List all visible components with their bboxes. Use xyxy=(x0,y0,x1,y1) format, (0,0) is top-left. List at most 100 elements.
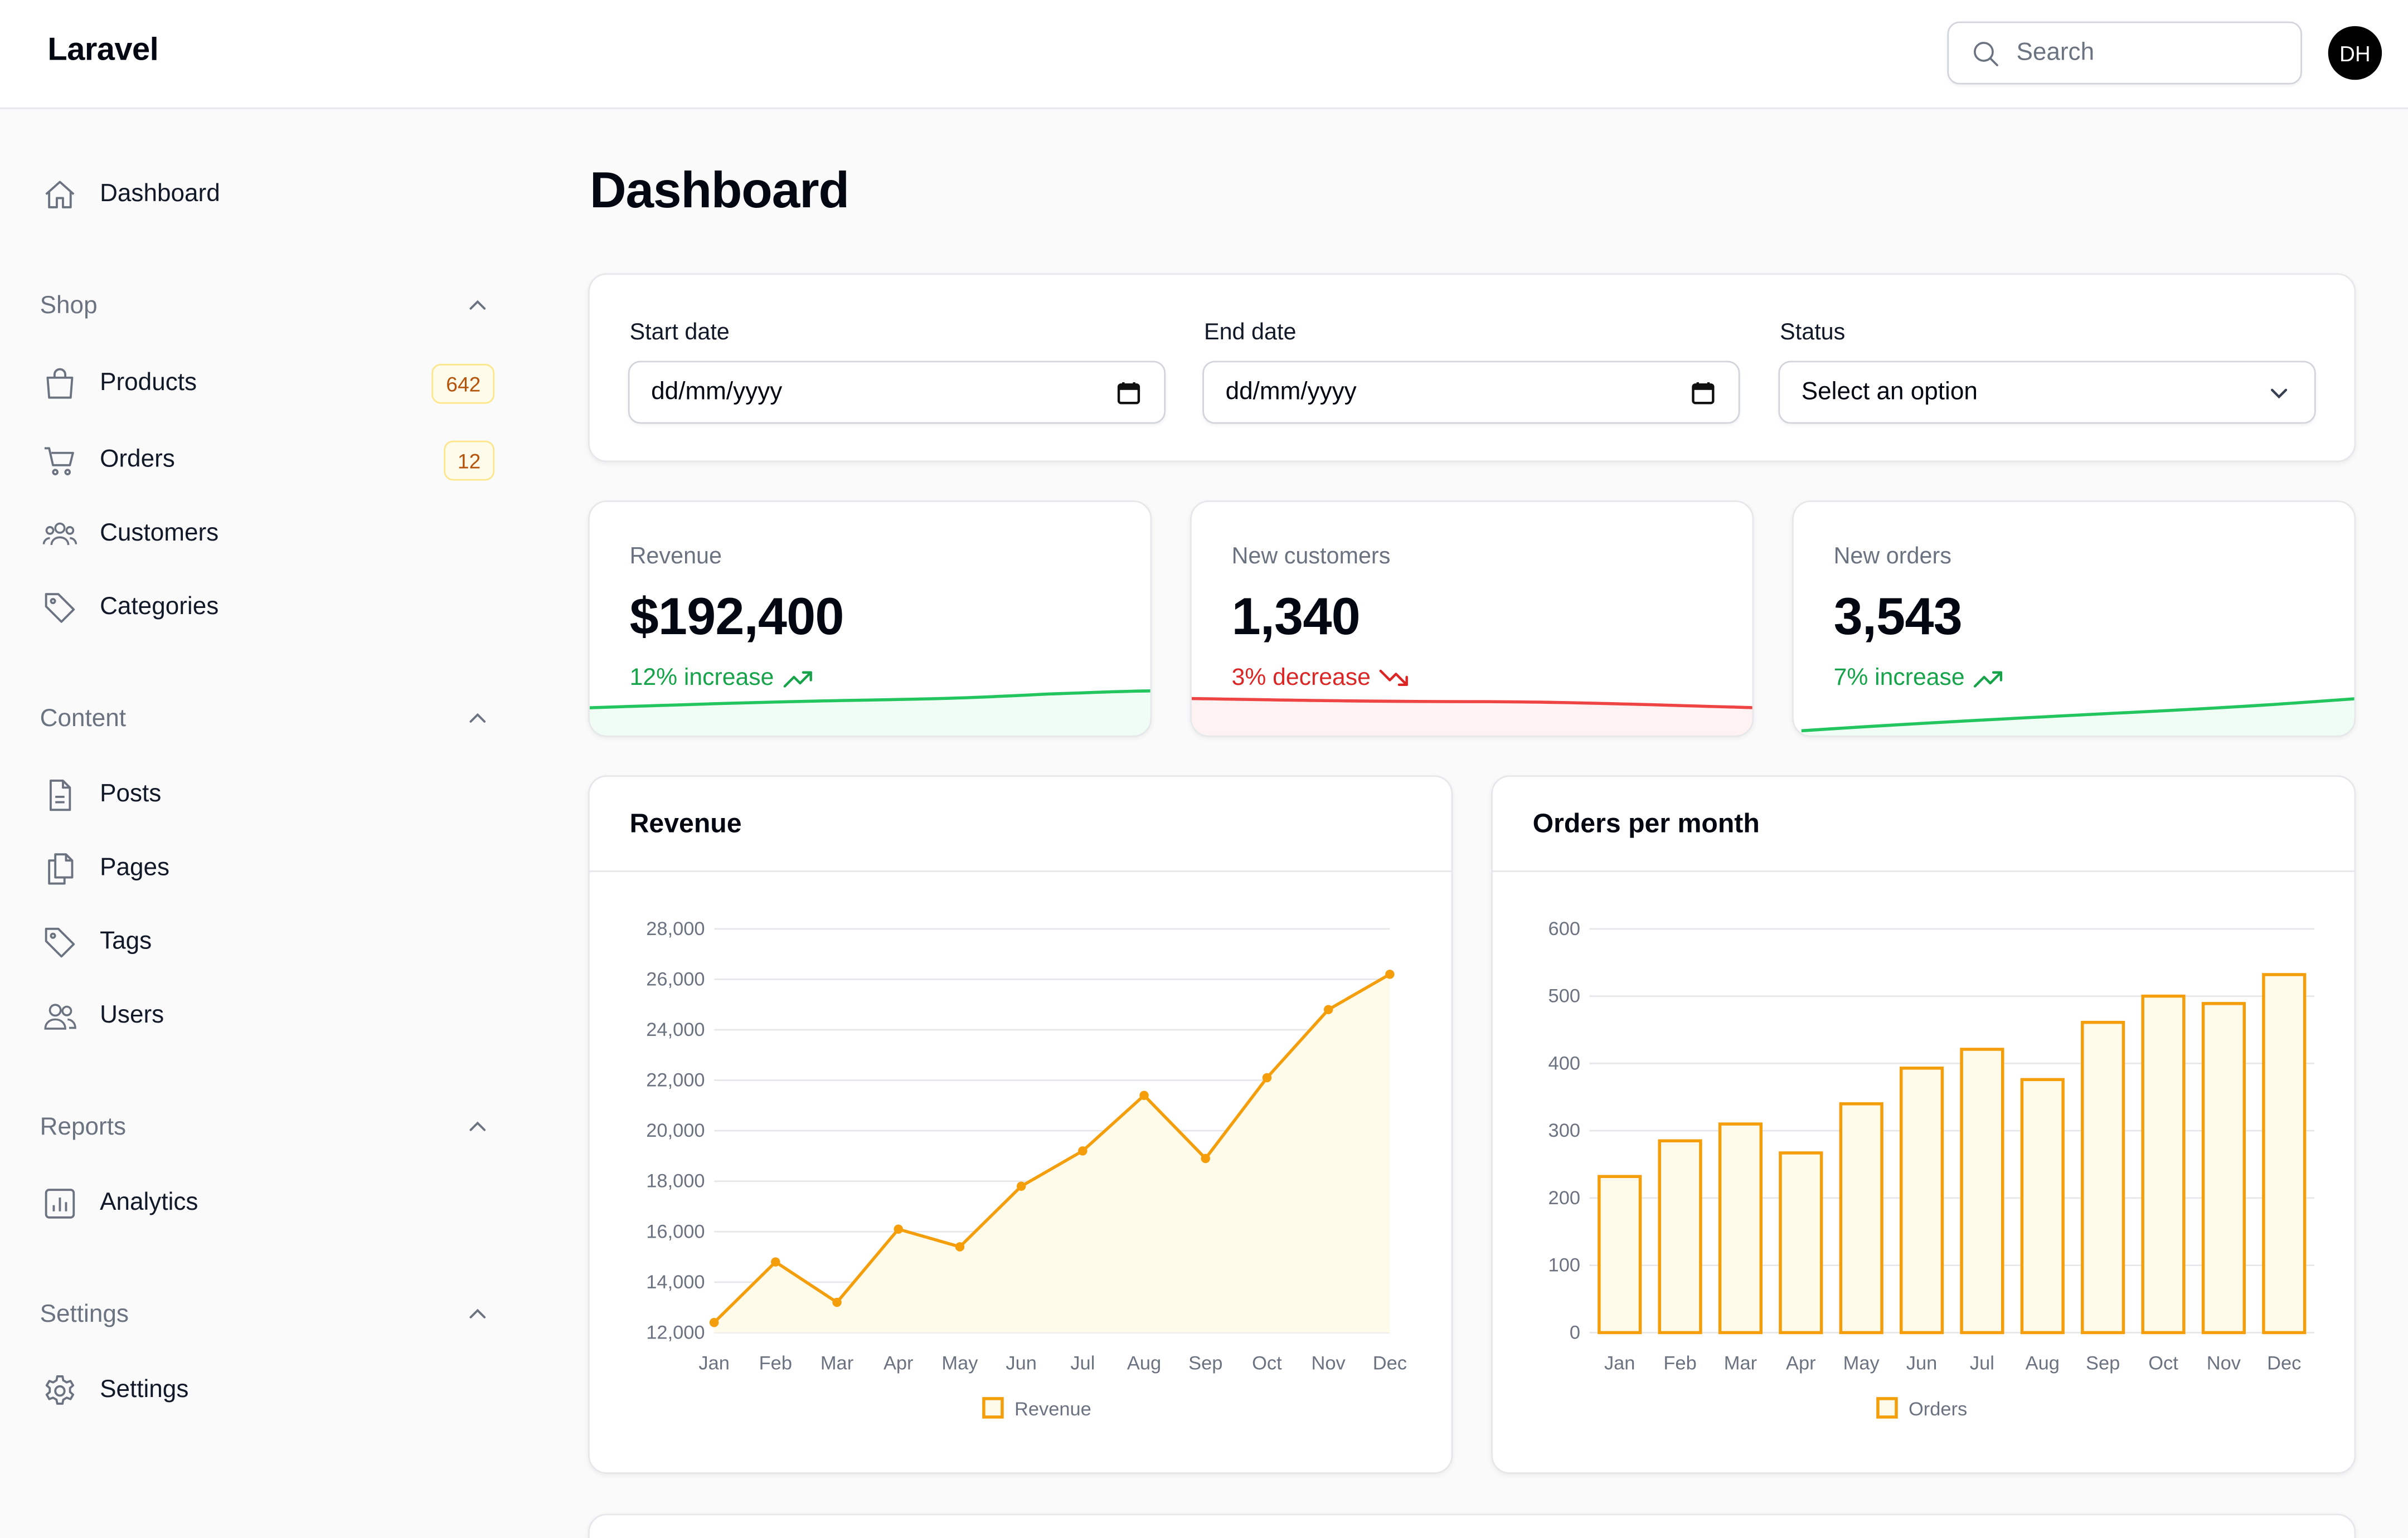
chart-header: Orders per month xyxy=(1492,777,2354,872)
y-tick-label: 400 xyxy=(1548,1053,1580,1074)
top-bar: Laravel Search DH xyxy=(0,0,2408,109)
chevron-down-icon xyxy=(2270,388,2288,399)
sidebar-item-customers[interactable]: Customers xyxy=(40,514,495,554)
start-date-input[interactable]: dd/mm/yyyy xyxy=(628,361,1166,424)
y-tick-label: 0 xyxy=(1570,1322,1580,1343)
x-tick-label: Dec xyxy=(2267,1353,2301,1374)
search-input[interactable]: Search xyxy=(1947,21,2302,85)
stat-delta: 3% decrease xyxy=(1232,665,1411,693)
y-tick-label: 20,000 xyxy=(646,1120,705,1141)
stat-delta-text: 3% decrease xyxy=(1231,664,1371,691)
x-tick-label: Jun xyxy=(1906,1353,1937,1374)
stat-value: $192,400 xyxy=(629,588,844,646)
orders-bar-chart: 0 100 200 300 400 500 600 Jan Feb Mar Apr May Jun Jul… xyxy=(1548,918,2314,1420)
data-point[interactable] xyxy=(1201,1154,1211,1164)
y-tick-label: 100 xyxy=(1548,1255,1580,1276)
x-tick-label: Jan xyxy=(1604,1353,1635,1374)
cog-icon xyxy=(40,1371,80,1411)
x-tick-label: Sep xyxy=(1188,1353,1222,1374)
legend-label[interactable]: Revenue xyxy=(1014,1399,1091,1420)
bar[interactable] xyxy=(2201,1002,2246,1335)
sidebar-item-tags[interactable]: Tags xyxy=(40,923,495,963)
bar[interactable] xyxy=(1839,1102,1883,1335)
x-tick-label: Apr xyxy=(883,1353,914,1374)
sidebar-item-label: Analytics xyxy=(100,1190,198,1216)
sidebar-item-products[interactable]: Products 642 xyxy=(40,363,495,404)
shopping-cart-icon xyxy=(40,441,80,481)
revenue-chart-card: Revenue 12,000 14,000 16,000 18,000 20,000 22… xyxy=(588,775,1453,1474)
x-tick-label: Jan xyxy=(698,1353,730,1374)
sidebar-item-dashboard[interactable]: Dashboard xyxy=(40,175,495,215)
bar[interactable] xyxy=(1779,1151,1823,1335)
bar[interactable] xyxy=(1598,1175,1642,1335)
revenue-line-chart: 12,000 14,000 16,000 18,000 20,000 22,000 24,0… xyxy=(646,918,1407,1420)
stat-card-revenue: Revenue $192,400 12% increase xyxy=(588,500,1152,737)
end-date-label: End date xyxy=(1203,319,1297,345)
sidebar-group-label: Content xyxy=(40,706,127,733)
stat-label: New orders xyxy=(1833,543,1951,570)
calendar-icon xyxy=(1692,382,1715,405)
y-tick-label: 28,000 xyxy=(646,918,705,940)
y-tick-label: 16,000 xyxy=(646,1221,705,1242)
sidebar-item-posts[interactable]: Posts xyxy=(40,775,495,815)
data-point[interactable] xyxy=(1323,1005,1333,1015)
end-date-input[interactable]: dd/mm/yyyy xyxy=(1202,361,1740,424)
sidebar-item-users[interactable]: Users xyxy=(40,996,495,1036)
data-point[interactable] xyxy=(1262,1073,1272,1083)
sidebar-item-label: Tags xyxy=(100,928,152,955)
chevron-up-icon xyxy=(469,1121,486,1131)
count-badge: 12 xyxy=(444,440,495,481)
avatar[interactable]: DH xyxy=(2328,26,2382,80)
sidebar-item-orders[interactable]: Orders 12 xyxy=(40,440,495,481)
document-duplicate-icon xyxy=(40,849,80,889)
data-point[interactable] xyxy=(1078,1146,1088,1156)
sidebar-item-pages[interactable]: Pages xyxy=(40,849,495,889)
data-point[interactable] xyxy=(771,1257,780,1267)
x-tick-label: Oct xyxy=(2148,1353,2178,1374)
legend-label[interactable]: Orders xyxy=(1909,1399,1967,1420)
stat-delta-text: 12% increase xyxy=(629,664,774,691)
orders-chart-card: Orders per month 0 100 200 300 400 500 600 Jan F… xyxy=(1491,775,2356,1474)
sidebar-group-settings[interactable]: Settings xyxy=(40,1299,495,1333)
status-select[interactable]: Select an option xyxy=(1778,361,2316,424)
x-tick-label: May xyxy=(941,1353,978,1374)
data-point[interactable] xyxy=(709,1318,719,1327)
data-point[interactable] xyxy=(955,1242,965,1252)
x-tick-label: Sep xyxy=(2086,1353,2120,1374)
sidebar-group-reports[interactable]: Reports xyxy=(40,1112,495,1146)
users-icon xyxy=(40,996,80,1036)
bar[interactable] xyxy=(1718,1122,1763,1335)
stat-card-new-customers: New customers 1,340 3% decrease xyxy=(1190,500,1754,737)
x-tick-label: Feb xyxy=(1663,1353,1696,1374)
sidebar-group-shop[interactable]: Shop xyxy=(40,290,495,324)
trending-up-icon xyxy=(783,671,812,688)
bar[interactable] xyxy=(1899,1067,1944,1335)
stat-delta-text: 7% increase xyxy=(1833,664,1965,691)
line-area-fill xyxy=(714,974,1390,1333)
x-tick-label: Aug xyxy=(1127,1353,1161,1374)
brand-logo[interactable]: Laravel xyxy=(47,32,159,68)
data-point[interactable] xyxy=(1016,1181,1026,1191)
legend-swatch xyxy=(982,1397,1004,1419)
data-point[interactable] xyxy=(1385,970,1395,979)
sidebar-item-analytics[interactable]: Analytics xyxy=(40,1184,495,1224)
bar[interactable] xyxy=(2081,1020,2125,1335)
bar[interactable] xyxy=(2262,973,2307,1335)
sidebar-item-categories[interactable]: Categories xyxy=(40,588,495,628)
shopping-bag-icon xyxy=(40,364,80,404)
bar[interactable] xyxy=(1960,1048,2004,1335)
bar[interactable] xyxy=(2020,1078,2065,1335)
sidebar-group-content[interactable]: Content xyxy=(40,703,495,737)
data-point[interactable] xyxy=(832,1297,842,1307)
home-icon xyxy=(40,175,80,215)
bar[interactable] xyxy=(2141,994,2186,1335)
next-card xyxy=(588,1513,2356,1538)
bar[interactable] xyxy=(1658,1139,1702,1335)
data-point[interactable] xyxy=(1139,1091,1149,1100)
sidebar-item-settings[interactable]: Settings xyxy=(40,1371,495,1411)
status-label: Status xyxy=(1780,319,1846,345)
revenue-sparkline xyxy=(589,689,1150,736)
start-date-value: dd/mm/yyyy xyxy=(651,379,783,406)
trending-up-icon xyxy=(1974,671,2003,688)
data-point[interactable] xyxy=(894,1224,903,1234)
